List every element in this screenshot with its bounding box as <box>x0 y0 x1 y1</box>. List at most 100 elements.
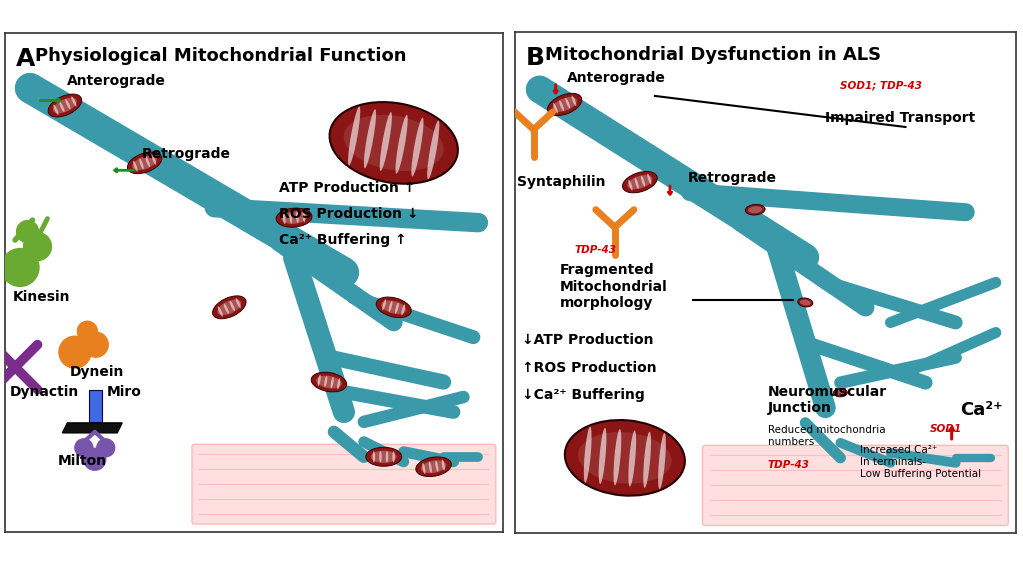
Text: A: A <box>16 47 36 71</box>
Text: B: B <box>526 46 544 70</box>
Text: ATP Production ↑: ATP Production ↑ <box>279 181 415 195</box>
Ellipse shape <box>422 463 426 474</box>
Text: ↓Ca²⁺ Buffering: ↓Ca²⁺ Buffering <box>522 388 644 402</box>
Ellipse shape <box>746 205 765 215</box>
Text: Neuromuscular
Junction: Neuromuscular Junction <box>767 385 887 415</box>
Ellipse shape <box>348 106 360 165</box>
Ellipse shape <box>229 301 235 311</box>
Ellipse shape <box>800 300 810 305</box>
Ellipse shape <box>217 300 241 315</box>
Ellipse shape <box>572 96 576 106</box>
Ellipse shape <box>836 390 845 396</box>
Ellipse shape <box>380 451 382 463</box>
Ellipse shape <box>329 102 458 184</box>
Ellipse shape <box>429 462 432 473</box>
Ellipse shape <box>598 428 607 484</box>
Ellipse shape <box>584 427 591 483</box>
Ellipse shape <box>435 461 439 472</box>
Circle shape <box>97 439 115 457</box>
Ellipse shape <box>344 115 444 171</box>
Ellipse shape <box>296 212 299 223</box>
Ellipse shape <box>386 451 389 463</box>
Ellipse shape <box>151 154 157 165</box>
Text: Syntaphilin: Syntaphilin <box>517 175 606 189</box>
Ellipse shape <box>224 303 229 314</box>
Ellipse shape <box>338 378 341 389</box>
Text: Milton: Milton <box>57 454 106 468</box>
Text: ↑ROS Production: ↑ROS Production <box>522 361 657 375</box>
Ellipse shape <box>290 212 293 224</box>
Ellipse shape <box>614 429 621 486</box>
Ellipse shape <box>145 156 150 167</box>
Ellipse shape <box>565 420 684 496</box>
Text: Mitochondrial Dysfunction in ALS: Mitochondrial Dysfunction in ALS <box>544 46 881 64</box>
Text: Reduced mitochondria
numbers: Reduced mitochondria numbers <box>767 425 885 447</box>
Ellipse shape <box>132 156 157 170</box>
Ellipse shape <box>658 433 666 489</box>
Ellipse shape <box>627 175 653 189</box>
Ellipse shape <box>59 102 64 112</box>
Text: Anterograde: Anterograde <box>567 71 666 85</box>
Ellipse shape <box>213 296 247 319</box>
Ellipse shape <box>411 117 424 176</box>
Ellipse shape <box>547 93 582 116</box>
Ellipse shape <box>395 303 399 314</box>
Ellipse shape <box>235 298 240 309</box>
Ellipse shape <box>65 99 71 110</box>
Ellipse shape <box>364 109 376 168</box>
Text: Retrograde: Retrograde <box>687 171 776 185</box>
Text: Dynein: Dynein <box>70 365 124 379</box>
Circle shape <box>83 332 108 357</box>
Text: ↓ATP Production: ↓ATP Production <box>522 333 654 347</box>
Ellipse shape <box>401 305 405 315</box>
Ellipse shape <box>311 372 347 392</box>
FancyBboxPatch shape <box>192 445 496 524</box>
Ellipse shape <box>139 158 144 169</box>
Text: TDP-43: TDP-43 <box>767 460 810 470</box>
Ellipse shape <box>53 105 58 115</box>
Ellipse shape <box>389 301 393 312</box>
Text: ROS Production ↓: ROS Production ↓ <box>279 207 418 221</box>
Text: Ca²⁺ Buffering ↑: Ca²⁺ Buffering ↑ <box>279 233 407 247</box>
Ellipse shape <box>218 306 223 316</box>
Text: Kinesin: Kinesin <box>12 290 71 304</box>
Ellipse shape <box>318 375 321 386</box>
Ellipse shape <box>396 115 408 174</box>
Ellipse shape <box>643 432 651 488</box>
Ellipse shape <box>834 388 847 397</box>
Circle shape <box>16 221 39 243</box>
Text: Physiological Mitochondrial Function: Physiological Mitochondrial Function <box>35 47 406 65</box>
Ellipse shape <box>578 432 672 484</box>
Ellipse shape <box>128 152 162 174</box>
Ellipse shape <box>748 206 762 213</box>
Ellipse shape <box>370 451 397 463</box>
Ellipse shape <box>634 178 639 189</box>
Text: Retrograde: Retrograde <box>142 147 231 161</box>
Ellipse shape <box>640 176 646 187</box>
Circle shape <box>1 248 39 287</box>
Ellipse shape <box>372 451 375 463</box>
Ellipse shape <box>628 180 632 191</box>
Ellipse shape <box>442 459 445 470</box>
Ellipse shape <box>376 297 411 318</box>
Text: Increased Ca²⁺
In terminals-
Low Buffering Potential: Increased Ca²⁺ In terminals- Low Bufferi… <box>860 445 982 478</box>
Text: Dynactin: Dynactin <box>10 384 80 398</box>
Ellipse shape <box>622 171 658 193</box>
Ellipse shape <box>283 213 285 224</box>
Ellipse shape <box>393 451 395 463</box>
Circle shape <box>84 448 105 470</box>
Ellipse shape <box>566 98 570 108</box>
Text: TDP-43: TDP-43 <box>575 245 617 255</box>
Circle shape <box>59 336 91 368</box>
Ellipse shape <box>560 101 564 111</box>
Circle shape <box>75 439 93 457</box>
Ellipse shape <box>316 375 342 388</box>
Ellipse shape <box>324 376 327 387</box>
Ellipse shape <box>553 103 558 114</box>
Circle shape <box>78 321 97 341</box>
Bar <box>89 389 101 422</box>
Text: Anterograde: Anterograde <box>68 74 167 88</box>
Ellipse shape <box>133 161 138 171</box>
Ellipse shape <box>383 300 386 310</box>
Ellipse shape <box>552 97 577 112</box>
